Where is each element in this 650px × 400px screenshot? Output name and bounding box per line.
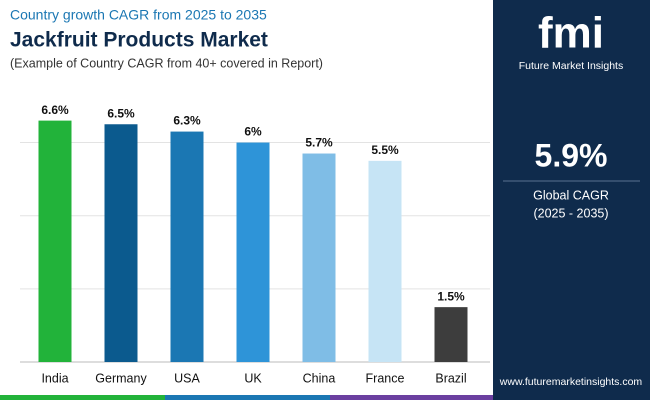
- chart-title: Jackfruit Products Market: [10, 29, 268, 52]
- x-tick-label: Brazil: [435, 371, 466, 385]
- footer-strip: [0, 395, 165, 400]
- x-tick-label: India: [41, 371, 68, 385]
- value-label: 6.3%: [173, 114, 201, 128]
- cagr-value: 5.9%: [535, 137, 608, 173]
- bar: [104, 124, 138, 362]
- value-label: 5.7%: [305, 136, 333, 150]
- x-tick-label: USA: [174, 371, 200, 385]
- cagr-label: Global CAGR: [533, 188, 609, 202]
- x-tick-label: France: [366, 371, 405, 385]
- bar: [170, 131, 204, 362]
- bar: [368, 160, 402, 362]
- brand: Future Market Insights: [519, 60, 623, 72]
- x-tick-label: China: [303, 371, 336, 385]
- cagr-period: (2025 - 2035): [533, 206, 608, 220]
- bar: [38, 120, 72, 362]
- value-label: 1.5%: [437, 289, 465, 303]
- x-tick-label: Germany: [95, 371, 147, 385]
- website: www.futuremarketinsights.com: [499, 376, 643, 388]
- chart-subtitle: (Example of Country CAGR from 40+ covere…: [10, 56, 323, 70]
- footer-strip: [330, 395, 493, 400]
- chart-kicker: Country growth CAGR from 2025 to 2035: [10, 7, 267, 23]
- bar: [236, 142, 270, 362]
- logo: fmi: [538, 9, 604, 58]
- value-label: 6.5%: [107, 106, 135, 120]
- value-label: 6.6%: [41, 103, 69, 117]
- bar: [302, 153, 336, 362]
- value-label: 5.5%: [371, 143, 399, 157]
- x-tick-label: UK: [244, 371, 262, 385]
- value-label: 6%: [244, 125, 262, 139]
- side-panel: [493, 0, 650, 400]
- footer-strip: [165, 395, 330, 400]
- bar: [434, 307, 468, 362]
